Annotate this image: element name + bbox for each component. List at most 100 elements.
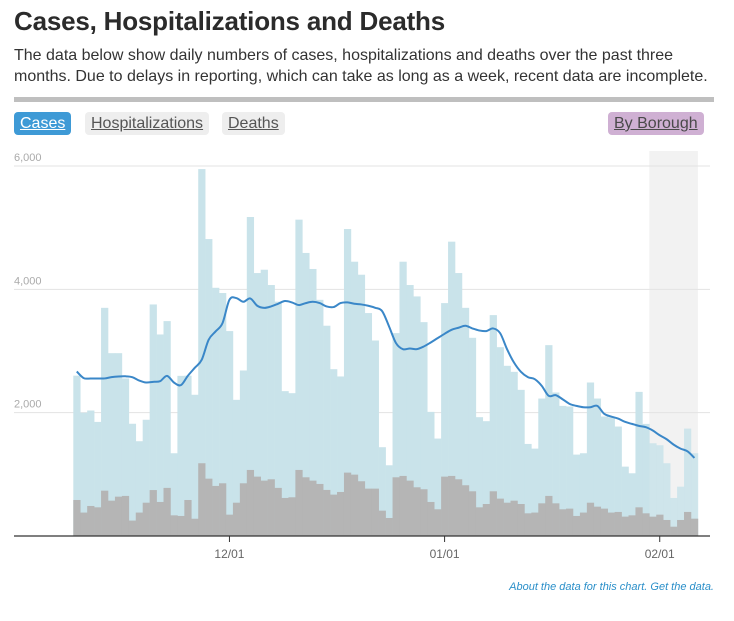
case-bar (406, 285, 414, 536)
page-title: Cases, Hospitalizations and Deaths (14, 6, 445, 36)
case-bar (80, 412, 88, 536)
case-bar (566, 406, 574, 536)
overlay-bar (427, 501, 435, 536)
overlay-bar (684, 511, 692, 536)
case-bar (316, 299, 324, 536)
about-data-link[interactable]: About the data for this chart. (509, 581, 648, 593)
case-bar (288, 393, 296, 536)
overlay-bar (101, 490, 109, 536)
case-bar (441, 303, 449, 536)
case-bar (191, 394, 199, 536)
case-bar (205, 239, 213, 536)
case-bar (101, 307, 109, 536)
overlay-bar (295, 469, 303, 536)
case-bar (163, 321, 171, 536)
tab-deaths[interactable]: Deaths (222, 112, 285, 135)
overlay-bar (232, 502, 241, 536)
case-bar (607, 417, 615, 536)
case-bar (253, 273, 261, 536)
overlay-bar (385, 517, 393, 536)
case-bar (274, 301, 282, 536)
overlay-bar (198, 463, 206, 536)
case-bar (87, 410, 95, 536)
overlay-bar (413, 487, 421, 536)
case-bar (260, 269, 268, 536)
overlay-bar (205, 478, 213, 536)
case-bar (385, 465, 393, 536)
y-tick-label: 2,000 (14, 399, 42, 411)
overlay-bar (330, 494, 338, 536)
overlay-bar (496, 498, 504, 536)
overlay-bar (531, 512, 539, 536)
overlay-bar (448, 475, 456, 536)
case-bar (281, 391, 289, 536)
case-bar (524, 443, 532, 536)
overlay-bar (163, 487, 171, 536)
overlay-bar (670, 526, 678, 536)
overlay-bar (677, 519, 685, 536)
overlay-bar (184, 499, 192, 536)
overlay-bar (621, 516, 629, 536)
overlay-bar (607, 512, 615, 536)
overlay-bar (461, 485, 470, 536)
overlay-bar (212, 485, 220, 536)
case-bar (579, 453, 588, 536)
tab-cases[interactable]: Cases (14, 112, 72, 135)
case-bar (461, 307, 470, 536)
overlay-bar (94, 507, 102, 536)
case-bar (684, 428, 692, 536)
case-bar (73, 375, 81, 536)
tab-hospitalizations[interactable]: Hospitalizations (85, 112, 210, 135)
case-bar (170, 453, 178, 536)
by-borough-button[interactable]: By Borough (608, 112, 704, 135)
overlay-bar (170, 515, 178, 536)
get-data-link[interactable]: Get the data. (650, 581, 714, 593)
case-bar (690, 453, 699, 536)
section-divider (14, 97, 714, 102)
overlay-bar (253, 476, 261, 536)
case-bar (649, 443, 657, 536)
overlay-bar (441, 476, 449, 536)
overlay-bar (177, 515, 185, 536)
case-bar (572, 454, 581, 536)
case-bar (114, 353, 123, 536)
overlay-bar (350, 474, 359, 536)
overlay-bar (73, 499, 81, 536)
overlay-bar (559, 509, 567, 536)
case-bar (621, 466, 629, 537)
overlay-bar (114, 496, 123, 536)
case-bar (94, 421, 102, 536)
overlay-bar (628, 515, 636, 536)
x-axis: 12/01 01/01 02/01 (14, 535, 710, 561)
overlay-bar (475, 507, 484, 536)
chart-footer: About the data for this chart. Get the d… (509, 581, 714, 593)
case-bar (302, 252, 310, 536)
case-bar (323, 325, 331, 536)
case-bar (600, 416, 608, 536)
overlay-bar (309, 480, 317, 536)
overlay-bar (337, 491, 345, 536)
case-bar (357, 274, 366, 536)
case-bar (503, 365, 511, 536)
y-tick-label: 6,000 (14, 152, 42, 164)
case-bar (330, 369, 338, 536)
overlay-bar (468, 491, 477, 536)
seven-day-average-line (76, 296, 696, 459)
case-bar (350, 261, 359, 536)
overlay-bar (371, 488, 379, 536)
overlay-bar (517, 504, 525, 536)
overlay-bar (434, 509, 442, 536)
case-bar (371, 340, 379, 536)
case-bar (670, 497, 678, 536)
case-bar (295, 219, 303, 536)
case-bar (177, 375, 185, 536)
case-bar (468, 337, 477, 536)
case-bar (343, 229, 352, 536)
overlay-bar (420, 489, 428, 536)
case-bar (378, 447, 386, 536)
overlay-bar (649, 516, 657, 536)
overlay-bar (87, 505, 95, 536)
case-bar (496, 347, 504, 536)
case-bar (489, 315, 497, 536)
case-bar (149, 304, 157, 536)
